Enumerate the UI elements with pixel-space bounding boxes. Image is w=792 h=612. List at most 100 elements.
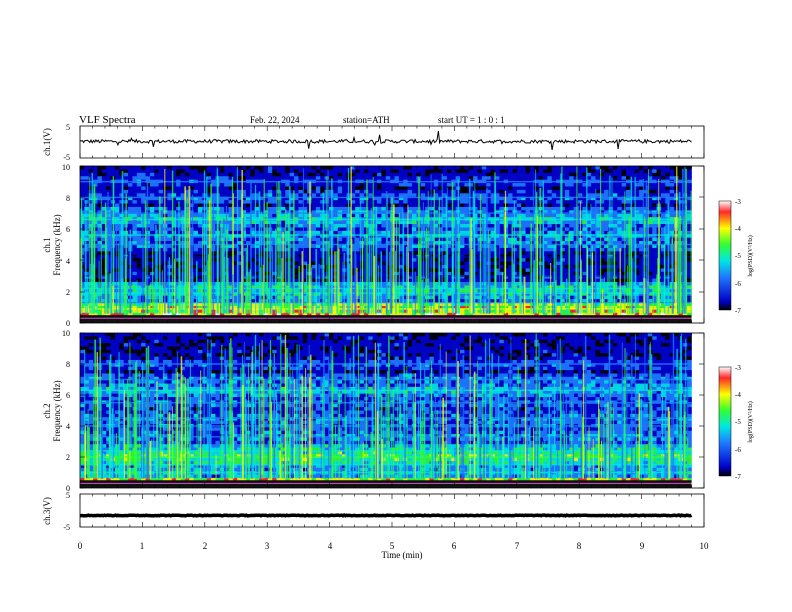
spectrogram-cell	[477, 247, 483, 252]
spectrogram-cell	[298, 210, 304, 215]
spectrogram-cell	[84, 247, 90, 252]
spectrogram-cell	[486, 213, 491, 218]
spectrogram-cell	[433, 244, 439, 249]
spectrogram-cell	[211, 183, 216, 187]
spectrogram-cell	[315, 258, 321, 262]
spectrogram-cell	[586, 251, 592, 256]
spectrogram-cell	[315, 189, 321, 194]
spectrogram-cell	[455, 176, 461, 180]
spectrogram-cell	[595, 230, 601, 235]
spectrogram-cell	[464, 244, 470, 249]
spectrogram-cell	[302, 237, 308, 242]
spectrogram-cell	[521, 206, 526, 211]
spectrogram-cell	[660, 172, 666, 177]
spectrogram-cell	[403, 183, 408, 187]
spectrogram-cell	[411, 189, 417, 194]
spectrogram-cell	[630, 213, 636, 218]
spectrogram-cell	[464, 220, 470, 225]
spectrogram-cell	[350, 241, 356, 245]
spectrogram-cell	[158, 210, 164, 215]
spectrogram-cell	[494, 230, 500, 235]
spectrogram-cell	[429, 206, 435, 211]
spectrogram-cell	[477, 206, 483, 211]
spectrogram-cell	[197, 172, 203, 177]
spectrogram-cell	[652, 258, 657, 262]
spectrogram-cell	[232, 258, 238, 262]
spectrogram-cell	[490, 166, 496, 170]
spectrogram-cell	[543, 244, 548, 249]
spectrogram-cell	[311, 264, 317, 269]
spectrogram-cell	[294, 275, 299, 279]
spectrogram-cell	[403, 200, 408, 204]
spectrogram-cell	[639, 227, 644, 232]
spectrogram-cell	[433, 172, 439, 177]
spectrogram-cell	[232, 200, 238, 204]
spectrogram-cell	[490, 169, 496, 174]
spectrogram-cell	[473, 193, 478, 198]
spectrogram-cell	[263, 176, 269, 180]
spectrogram-cell	[272, 169, 277, 174]
spectrogram-cell	[385, 186, 391, 191]
spectrogram-cell	[451, 166, 456, 170]
spectrogram-cell	[499, 264, 504, 269]
spectrogram-cell	[377, 193, 382, 198]
spectrogram-cell	[237, 210, 242, 215]
spectrogram-cell	[237, 271, 242, 276]
spectrogram-cell	[285, 258, 290, 262]
spectrogram-cell	[564, 166, 570, 170]
spectrogram-cell	[634, 237, 640, 242]
spectrogram-cell	[481, 186, 487, 191]
spectrogram-cell	[176, 196, 181, 201]
spectrogram-cell	[149, 193, 155, 198]
spectrogram-cell	[630, 176, 636, 180]
spectrogram-cell	[250, 261, 256, 266]
spectrogram-cell	[407, 271, 413, 276]
spectrogram-cell	[377, 227, 382, 232]
spectrogram-cell	[368, 241, 373, 245]
spectrogram-cell	[529, 210, 535, 215]
spectrogram-cell	[525, 189, 531, 194]
spectrogram-cell	[267, 169, 273, 174]
spectrogram-cell	[285, 172, 290, 177]
spectrogram-cell	[591, 278, 596, 283]
spectrogram-cell	[123, 169, 129, 174]
spectrogram-cell	[460, 227, 465, 232]
spectrogram-cell	[245, 166, 251, 170]
spectrogram-cell	[158, 234, 164, 238]
spectrogram-cell	[564, 206, 570, 211]
spectrogram-cell	[604, 210, 609, 215]
spectrogram-cell	[411, 271, 417, 276]
spectrogram-cell	[385, 271, 391, 276]
spectrogram-cell	[355, 230, 360, 235]
spectrogram-cell	[84, 234, 90, 238]
spectrogram-cell	[93, 227, 98, 232]
spectrogram-cell	[224, 196, 229, 201]
spectrogram-cell	[84, 241, 90, 245]
spectrogram-cell	[608, 166, 614, 170]
spectrogram-cell	[678, 176, 684, 180]
spectrogram-cell	[573, 166, 579, 170]
spectrogram-cell	[245, 261, 251, 266]
spectrogram-cell	[652, 186, 657, 191]
spectrogram-cell	[311, 230, 317, 235]
spectrogram-cell	[543, 203, 548, 208]
spectrogram-cell	[599, 237, 605, 242]
spectrogram-cell	[647, 234, 653, 238]
spectrogram-cell	[543, 169, 548, 174]
spectrogram-cell	[564, 189, 570, 194]
spectrogram-cell	[145, 166, 151, 170]
spectrogram-cell	[302, 213, 308, 218]
spectrogram-cell	[433, 264, 439, 269]
spectrogram-cell	[377, 186, 382, 191]
spectrogram-cell	[263, 169, 269, 174]
spectrogram-cell	[176, 186, 181, 191]
spectrogram-cell	[425, 206, 430, 211]
spectrogram-cell	[634, 176, 640, 180]
spectrogram-cell	[136, 224, 142, 228]
spectrogram-cell	[272, 203, 277, 208]
spectrogram-cell	[158, 220, 164, 225]
spectrogram-cell	[525, 213, 531, 218]
spectrogram-cell	[359, 278, 365, 283]
spectrogram-cell	[128, 172, 133, 177]
spectrogram-cell	[604, 176, 609, 180]
